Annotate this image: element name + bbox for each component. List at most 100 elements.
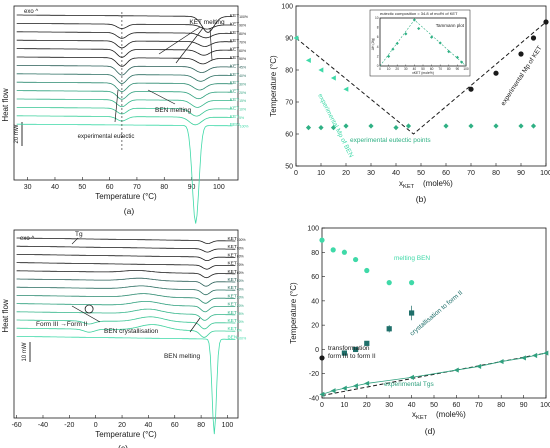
panel-d-ytick-label: 100: [307, 226, 319, 233]
inset-xtick-label: 70: [438, 67, 442, 71]
panel-a-arrow: [158, 26, 201, 55]
panel-b-xtick-label: 100: [540, 170, 550, 177]
panel-a-arrow: [175, 27, 204, 64]
panel-a-curve: [16, 56, 233, 67]
panel-c-curve-label: KET40%: [227, 285, 243, 291]
panel-b-point: [305, 125, 312, 131]
panel-d-point: [353, 256, 359, 263]
panel-c-exo-label: exo ^: [20, 236, 34, 242]
panel-d-point: [453, 367, 459, 373]
panel-c-curve-label: KET90%: [227, 244, 243, 250]
panel-a-curve-label: BEN100%: [230, 122, 249, 128]
inset-xtick-label: 10: [387, 67, 391, 71]
panel-c-curve: [16, 335, 236, 435]
panel-d-ytick-label: 20: [311, 323, 319, 330]
panel-d-point: [319, 355, 325, 361]
panel-c-curve-label: KET20%: [227, 302, 243, 308]
panel-d-xtick-label: 0: [320, 402, 324, 409]
panel-b-xtick-label: 30: [367, 170, 375, 177]
panel-d-xtick-label: 90: [520, 402, 528, 409]
panel-d-tg-label: experimental Tgs: [384, 381, 434, 388]
inset-xtick-label: 0: [379, 67, 381, 71]
panel-d-xtick-label: 10: [341, 402, 349, 409]
inset-xlabel: xKET (mole%): [412, 71, 434, 75]
panel-a-curve-label: KET90%: [230, 21, 246, 27]
panel-c-tick-label: 80: [197, 422, 205, 429]
panel-c-curve-label: KET80%: [227, 252, 243, 258]
panel-a-arrow: [147, 89, 176, 105]
panel-c-curve: [16, 262, 236, 270]
panel-d-xtick-label: 60: [453, 402, 461, 409]
panel-c-arrow: [71, 305, 101, 323]
panel-c-tg-label: Tg: [75, 231, 83, 238]
panel-d-transform-label-2: form III to form II: [328, 353, 376, 360]
panel-b-ytick-label: 90: [285, 36, 293, 43]
panel-b-ylabel: Temperature (°C): [269, 55, 278, 117]
panel-a-curve-label: KET15%: [230, 97, 246, 103]
panel-c-tick-label: 40: [145, 422, 153, 429]
panel-c-cryst-label: BEN crystallisation: [104, 328, 159, 335]
panel-b-eutectic-label: experimental eutectic points: [350, 137, 431, 144]
panel-b-xlabel: xKET: [399, 179, 415, 190]
panel-c-curve-label: KET5%: [227, 326, 241, 332]
panel-a-curve-label: KET80%: [230, 30, 246, 36]
panel-a-curve: [16, 98, 233, 108]
panel-d-ytick-label: 60: [311, 274, 319, 281]
panel-b-point: [318, 67, 324, 73]
panel-d-ytick-label: 0: [315, 347, 319, 354]
inset-ytick-label: 6: [377, 35, 379, 39]
panel-a-curve: [16, 123, 233, 224]
inset-ytick-label: 2: [377, 54, 379, 58]
panel-a-curve: [16, 14, 233, 33]
panel-a-curve-label: KET40%: [230, 72, 246, 78]
panel-d-point: [543, 350, 549, 356]
panel-a-arrow: [114, 89, 119, 123]
panel-c-arrow: [71, 237, 79, 245]
panel-b-point: [493, 70, 499, 76]
panel-b-point: [343, 86, 349, 92]
panel-c-tick-label: -20: [64, 422, 74, 429]
panel-a-curve: [16, 115, 233, 126]
panel-b-point: [305, 57, 311, 63]
panel-b-xtick-label: 70: [467, 170, 475, 177]
panel-d-point: [319, 237, 325, 243]
panel-a-curve-label: KET10%: [230, 105, 246, 111]
panel-a-tick-label: 70: [133, 184, 141, 191]
panel-a-curve-label: KET30%: [230, 80, 246, 86]
panel-b-xtick-label: 20: [342, 170, 350, 177]
panel-a-curve: [16, 39, 233, 49]
inset-xtick-label: 40: [413, 67, 417, 71]
panel-b-point: [518, 51, 524, 57]
panel-d-point: [341, 249, 347, 255]
panel-a-frame: [13, 5, 239, 181]
panel-c-xlabel: Temperature (°C): [95, 430, 157, 439]
panel-b-xtick-label: 50: [417, 170, 425, 177]
panel-d-xtick-label: 80: [497, 402, 505, 409]
panel-c-tick-label: 0: [94, 422, 98, 429]
panel-d-point: [341, 350, 347, 356]
panel-c-curve-label: BEN100%: [227, 334, 246, 340]
panel-c-curve: [16, 308, 236, 321]
panel-c-curve: [16, 293, 236, 304]
panel-c-ben-melting-label: BEN melting: [164, 353, 201, 360]
panel-d-point: [319, 391, 325, 397]
panel-b-point: [530, 35, 537, 41]
panel-c-curve: [16, 269, 236, 279]
panel-c-curve: [16, 237, 236, 245]
panel-c-curve: [16, 253, 236, 262]
panel-c-curve: [16, 300, 236, 313]
inset-point: [447, 50, 451, 54]
panel-c-label: (c): [118, 443, 128, 448]
panel-d-xtick-label: 20: [363, 402, 371, 409]
panel-d-point: [409, 280, 415, 286]
panel-d-xtick-label: 40: [408, 402, 416, 409]
panel-d-ytick-label: -20: [309, 371, 319, 378]
panel-a-curve: [16, 65, 233, 76]
panel-d-xtick-label: 100: [540, 402, 550, 409]
panel-a-curve: [16, 73, 233, 84]
panel-a-curve-label: KET50%: [230, 55, 246, 61]
inset-xtick-label: 20: [395, 67, 399, 71]
panel-b-point: [543, 19, 549, 25]
panel-b-point: [493, 123, 499, 129]
